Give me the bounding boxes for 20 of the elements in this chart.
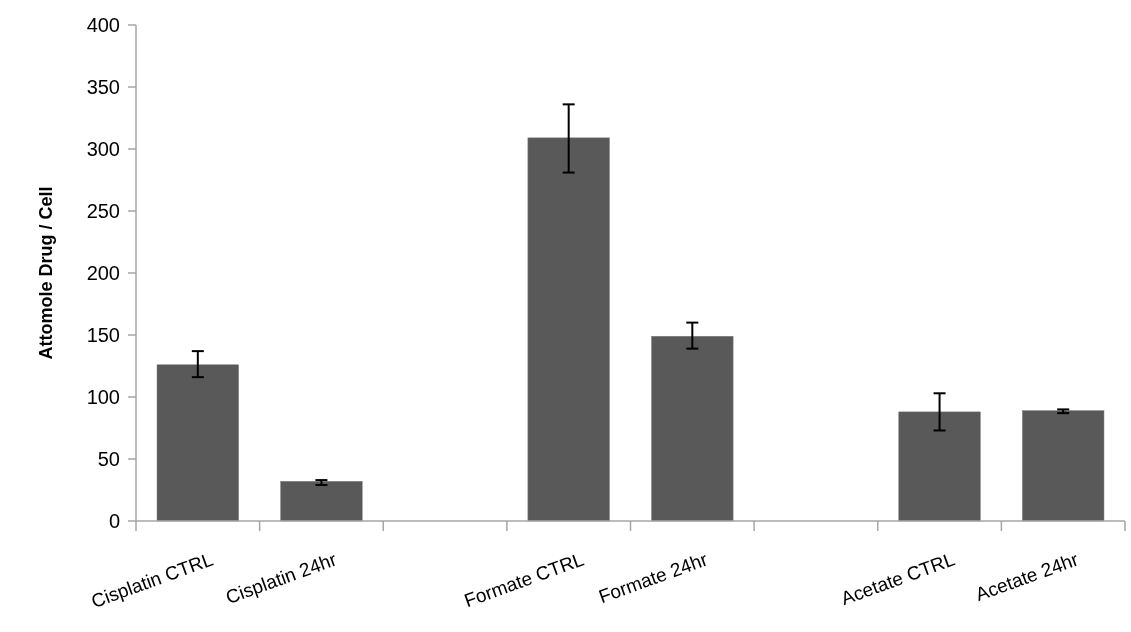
y-tick-label: 300 bbox=[86, 138, 120, 160]
y-tick-label: 150 bbox=[86, 324, 120, 346]
y-tick-label: 250 bbox=[86, 200, 120, 222]
x-tick-label: Acetate 24hr bbox=[972, 548, 1082, 606]
x-tick-label: Acetate CTRL bbox=[838, 548, 958, 610]
bar bbox=[527, 137, 610, 522]
y-tick-label: 50 bbox=[97, 448, 120, 470]
bar bbox=[1022, 410, 1105, 522]
y-tick-label: 100 bbox=[86, 386, 120, 408]
y-axis-title: Attomole Drug / Cell bbox=[36, 186, 56, 360]
x-tick-label: Formate CTRL bbox=[461, 548, 587, 612]
y-tick-label: 350 bbox=[86, 76, 120, 98]
bar bbox=[651, 335, 734, 522]
y-tick-label: 400 bbox=[86, 14, 120, 36]
bar bbox=[898, 411, 981, 522]
bar bbox=[280, 481, 363, 522]
y-tick-label: 200 bbox=[86, 262, 120, 284]
bar bbox=[156, 364, 239, 522]
y-tick-label: 0 bbox=[108, 510, 120, 532]
x-tick-label: Formate 24hr bbox=[595, 548, 711, 608]
